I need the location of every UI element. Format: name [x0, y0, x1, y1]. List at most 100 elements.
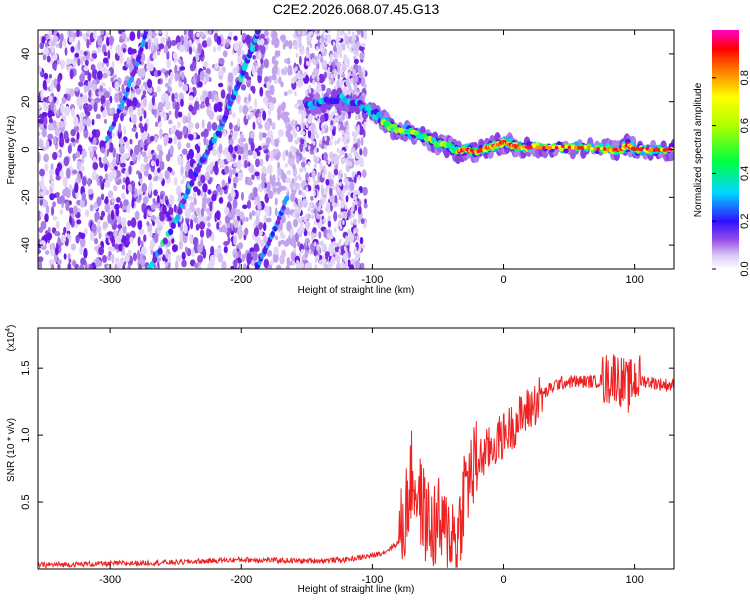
noise-speckle	[187, 195, 194, 202]
noise-speckle	[308, 143, 315, 151]
noise-speckle	[189, 218, 194, 230]
noise-speckle	[168, 110, 172, 116]
noise-speckle	[111, 131, 115, 138]
spectrogram-y-tick-label: 0	[20, 146, 32, 152]
noise-speckle	[327, 33, 332, 44]
noise-speckle	[223, 246, 228, 254]
noise-speckle	[81, 192, 87, 201]
noise-speckle	[194, 72, 198, 79]
noise-speckle	[199, 103, 206, 109]
noise-speckle	[329, 173, 332, 179]
noise-speckle	[352, 42, 356, 48]
noise-speckle	[227, 72, 234, 83]
noise-speckle	[308, 126, 311, 132]
noise-speckle	[138, 228, 145, 235]
noise-speckle	[293, 147, 297, 153]
noise-speckle	[216, 35, 222, 46]
noise-speckle	[43, 102, 49, 112]
noise-speckle	[66, 188, 71, 199]
noise-speckle	[229, 168, 233, 179]
noise-speckle	[258, 221, 264, 230]
noise-speckle	[336, 160, 340, 166]
noise-speckle	[108, 142, 114, 153]
noise-speckle	[186, 153, 190, 161]
noise-speckle	[178, 57, 182, 64]
noise-speckle	[323, 217, 327, 223]
noise-speckle	[345, 157, 349, 163]
noise-speckle	[327, 220, 332, 228]
noise-speckle	[57, 263, 61, 269]
noise-speckle	[127, 263, 131, 269]
noise-speckle	[303, 166, 307, 172]
noise-speckle	[170, 170, 176, 176]
noise-speckle	[67, 253, 71, 260]
noise-speckle	[348, 70, 351, 76]
noise-speckle	[45, 205, 50, 215]
noise-speckle	[353, 58, 359, 65]
noise-speckle	[337, 116, 340, 122]
noise-speckle	[173, 92, 179, 100]
noise-speckle	[208, 105, 213, 112]
noise-speckle	[346, 161, 350, 167]
noise-speckle	[112, 185, 118, 192]
noise-speckle	[322, 262, 326, 268]
noise-speckle	[232, 168, 237, 175]
noise-speckle	[227, 212, 234, 218]
noise-speckle	[332, 185, 335, 191]
trace-point	[561, 144, 566, 149]
noise-speckle	[298, 109, 301, 115]
noise-speckle	[121, 83, 125, 93]
noise-speckle	[272, 187, 277, 193]
noise-speckle	[183, 30, 187, 36]
noise-speckle	[117, 49, 124, 57]
noise-speckle	[55, 191, 60, 198]
noise-speckle	[159, 160, 165, 171]
noise-speckle	[235, 94, 241, 103]
noise-speckle	[117, 224, 123, 230]
noise-speckle	[342, 42, 346, 51]
noise-speckle	[110, 209, 115, 221]
noise-speckle	[360, 218, 365, 225]
spectrogram-y-tick-label: 20	[20, 96, 32, 108]
noise-speckle	[280, 230, 284, 239]
noise-speckle	[190, 248, 195, 257]
noise-speckle	[125, 140, 130, 149]
noise-speckle	[49, 248, 55, 257]
snr-x-tick-label: -100	[361, 574, 383, 586]
noise-speckle	[307, 177, 311, 183]
spectrogram-y-axis-label: Frequency (Hz)	[6, 116, 17, 185]
noise-speckle	[102, 72, 108, 79]
trace-point	[596, 147, 601, 151]
noise-speckle	[276, 187, 281, 194]
noise-speckle	[130, 217, 137, 228]
noise-speckle	[49, 101, 55, 110]
noise-speckle	[253, 187, 258, 195]
noise-speckle	[158, 149, 164, 157]
noise-speckle	[202, 183, 208, 193]
noise-speckle	[271, 30, 278, 41]
noise-speckle	[254, 171, 260, 177]
noise-speckle	[83, 66, 89, 72]
snr-x-tick-label: -200	[230, 574, 252, 586]
noise-speckle	[78, 81, 84, 87]
noise-speckle	[360, 136, 364, 146]
noise-speckle	[335, 38, 340, 49]
noise-speckle	[105, 141, 110, 150]
noise-speckle	[193, 197, 197, 206]
noise-speckle	[150, 203, 157, 210]
noise-speckle	[352, 75, 356, 86]
noise-speckle	[84, 106, 88, 115]
noise-speckle	[357, 205, 362, 215]
snr-y-ticks: 0.5 1.0 1.5	[20, 361, 674, 510]
noise-speckle	[114, 243, 120, 250]
noise-speckle	[302, 199, 305, 205]
noise-speckle	[180, 98, 184, 107]
noise-speckle	[197, 254, 204, 263]
trace-point	[152, 256, 158, 263]
noise-speckle	[350, 77, 354, 83]
noise-speckle	[184, 208, 191, 219]
noise-speckle	[300, 109, 304, 115]
noise-speckle	[78, 232, 82, 238]
noise-speckle	[232, 176, 239, 184]
noise-speckle	[89, 263, 93, 269]
